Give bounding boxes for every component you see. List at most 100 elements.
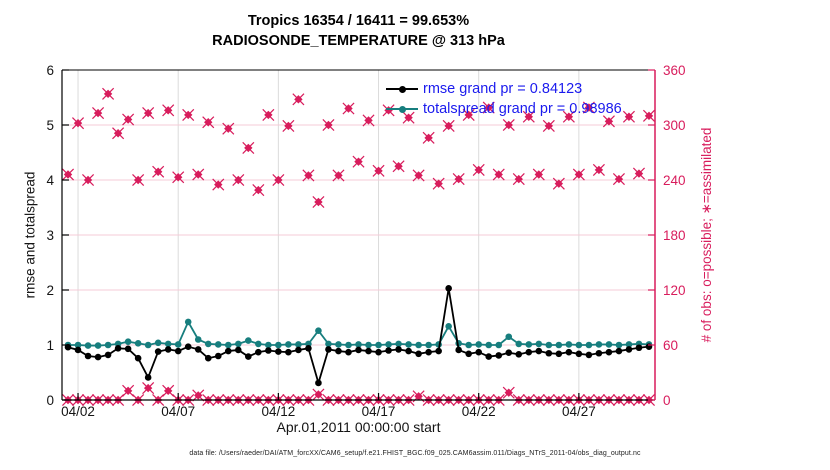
totalspread-marker-icon xyxy=(295,341,302,348)
totalspread-marker-icon xyxy=(395,340,402,348)
obs-marker-diamond-icon xyxy=(133,175,143,185)
right-tick-label: 120 xyxy=(663,283,686,298)
totalspread-marker-icon xyxy=(595,341,603,348)
obs-marker-diamond-icon xyxy=(254,185,263,195)
obs-marker-diamond-icon xyxy=(624,112,634,121)
left-tick-label: 1 xyxy=(46,338,54,353)
rmse-marker-icon xyxy=(224,347,232,355)
rmse-marker-icon xyxy=(375,348,382,356)
rmse-marker-icon xyxy=(94,353,102,361)
left-tick-label: 2 xyxy=(46,283,54,298)
rmse-legend-marker-icon xyxy=(386,85,418,94)
totalspread-marker-icon xyxy=(505,333,513,341)
rmse-marker-icon xyxy=(395,346,402,353)
rmse-marker-icon xyxy=(285,348,292,356)
data-file-caption: data file: /Users/raeder/DAI/ATM_forcXX/… xyxy=(189,450,641,457)
totalspread-marker-icon xyxy=(355,341,362,348)
totalspread-marker-icon xyxy=(495,341,503,349)
x-tick-label: 04/22 xyxy=(462,404,496,419)
right-tick-label: 240 xyxy=(663,173,686,188)
left-tick-label: 4 xyxy=(46,173,54,188)
rmse-marker-icon xyxy=(445,285,452,292)
rmse-marker-icon xyxy=(635,344,643,352)
rmse-marker-icon xyxy=(295,346,302,354)
totalspread-marker-icon xyxy=(194,336,202,343)
totalspread-marker-icon xyxy=(615,341,623,349)
rmse-marker-icon xyxy=(565,348,573,356)
obs-marker-diamond-icon xyxy=(163,386,173,396)
rmse-marker-icon xyxy=(365,347,372,355)
rmse-marker-icon xyxy=(555,350,563,358)
totalspread-marker-icon xyxy=(565,341,573,348)
obs-marker-diamond-icon xyxy=(204,118,213,127)
obs-marker-diamond-icon xyxy=(234,175,243,185)
rmse-marker-icon xyxy=(385,347,392,354)
obs-marker-diamond-icon xyxy=(374,166,383,176)
totalspread-marker-icon xyxy=(365,341,372,349)
rmse-marker-icon xyxy=(575,350,583,358)
rmse-marker-icon xyxy=(425,348,432,356)
rmse-series-line xyxy=(67,288,650,387)
plot-title-line2: RADIOSONDE_TEMPERATURE @ 313 hPa xyxy=(212,33,505,49)
totalspread-marker-icon xyxy=(425,341,432,349)
x-tick-label: 04/27 xyxy=(562,404,596,419)
obs-marker-diamond-icon xyxy=(224,124,233,133)
obs-marker-diamond-icon xyxy=(274,175,283,185)
rmse-marker-icon xyxy=(645,343,653,350)
obs-marker-diamond-icon xyxy=(143,108,153,118)
rmse-marker-icon xyxy=(495,352,503,359)
rmse-marker-icon xyxy=(465,350,472,358)
totalspread-marker-icon xyxy=(385,341,392,348)
totalspread-marker-icon xyxy=(375,341,382,349)
totalspread-marker-icon xyxy=(74,341,82,349)
rmse-marker-icon xyxy=(545,349,553,357)
totalspread-marker-icon xyxy=(265,341,272,349)
rmse-marker-icon xyxy=(104,351,112,359)
totalspread-marker-icon xyxy=(84,342,92,349)
right-tick-label: 180 xyxy=(663,228,686,243)
obs-marker-diamond-icon xyxy=(454,174,463,184)
totalspread-legend-marker-icon xyxy=(386,105,418,114)
rmse-marker-icon xyxy=(625,346,633,353)
obs-marker-diamond-icon xyxy=(594,165,604,175)
obs-marker-diamond-icon xyxy=(424,133,433,143)
totalspread-marker-icon xyxy=(134,340,142,347)
totalspread-marker-icon xyxy=(585,341,593,349)
obs-marker-diamond-icon xyxy=(194,391,203,400)
rmse-marker-icon xyxy=(505,349,513,357)
rmse-marker-icon xyxy=(525,348,533,356)
obs-marker-diamond-icon xyxy=(123,386,133,396)
x-tick-label: 04/17 xyxy=(362,404,396,419)
rmse-marker-icon xyxy=(485,353,493,360)
totalspread-marker-icon xyxy=(275,341,282,349)
obs-marker-diamond-icon xyxy=(244,143,253,153)
left-axis-label: rmse and totalspread xyxy=(22,171,38,299)
obs-marker-diamond-icon xyxy=(484,103,493,112)
obs-marker-diamond-icon xyxy=(73,118,83,128)
rmse-marker-icon xyxy=(435,347,442,355)
rmse-marker-icon xyxy=(124,345,132,353)
rmse-marker-icon xyxy=(204,354,212,362)
obs-marker-diamond-icon xyxy=(434,179,443,188)
totalspread-marker-icon xyxy=(475,341,483,348)
rmse-marker-icon xyxy=(134,354,142,362)
totalspread-marker-icon xyxy=(154,339,162,347)
totalspread-marker-icon xyxy=(325,340,332,348)
totalspread-marker-icon xyxy=(124,338,132,346)
obs-marker-diamond-icon xyxy=(304,171,313,180)
totalspread-marker-icon xyxy=(234,340,242,348)
totalspread-marker-icon xyxy=(204,340,212,348)
rmse-marker-icon xyxy=(475,348,483,356)
obs-marker-diamond-icon xyxy=(394,162,403,171)
obs-marker-diamond-icon xyxy=(103,89,113,99)
obs-marker-diamond-icon xyxy=(404,113,413,122)
rmse-marker-icon xyxy=(234,346,242,354)
rmse-marker-icon xyxy=(405,347,412,355)
right-axis-label: # of obs: o=possible; ∗=assimilated xyxy=(699,127,714,343)
totalspread-marker-icon xyxy=(605,341,613,348)
right-tick-label: 360 xyxy=(663,63,686,78)
rmse-marker-icon xyxy=(585,351,593,359)
obs-marker-diamond-icon xyxy=(284,121,293,131)
